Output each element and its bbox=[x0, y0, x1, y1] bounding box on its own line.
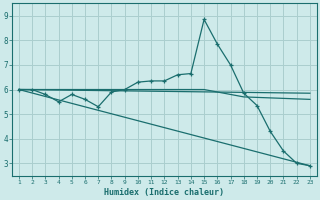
X-axis label: Humidex (Indice chaleur): Humidex (Indice chaleur) bbox=[104, 188, 224, 197]
